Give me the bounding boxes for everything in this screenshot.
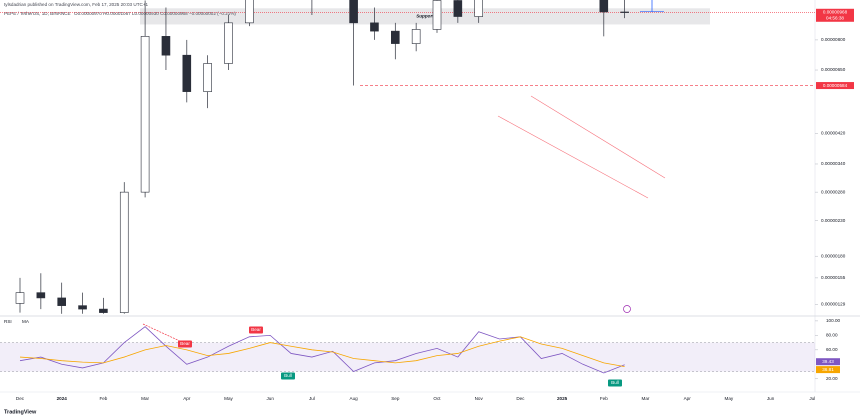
candle-body — [453, 0, 463, 17]
candle-body — [390, 30, 400, 44]
candle-body — [57, 297, 67, 306]
countdown: 04:56:38 — [826, 15, 844, 20]
x-tick-label: Apr — [684, 396, 692, 401]
x-tick-label: Apr — [183, 396, 191, 401]
candle-body — [432, 0, 442, 30]
signal-tag — [249, 326, 263, 334]
candle-body — [620, 11, 629, 13]
ohlc: O0.00000970 H0.00001067 L0.00000930 C0.0… — [74, 11, 236, 16]
y-tick-label: 0.00000129 — [821, 302, 846, 307]
candle-body — [119, 191, 129, 313]
x-tick-label: 2025 — [557, 396, 568, 401]
candle-body — [78, 305, 87, 310]
x-tick-label: May — [224, 396, 233, 401]
x-tick-label: Dec — [516, 396, 525, 401]
value-label: 39.43 — [822, 359, 834, 364]
y-tick-label: 80.00 — [826, 333, 838, 338]
y-tick-label: 0.00000180 — [821, 253, 846, 258]
price-tag — [816, 82, 854, 90]
channel-line — [530, 95, 666, 179]
rsi-band — [0, 342, 815, 372]
zone-label: Support — [416, 14, 434, 19]
y-tick-label: 0.00000800 — [821, 37, 846, 42]
x-tick-label: Mar — [642, 396, 650, 401]
candle-body — [245, 0, 254, 24]
candle-body — [370, 22, 379, 32]
candle-body — [182, 54, 192, 92]
author-line: tylsdadrian published on TradingView.com… — [4, 2, 149, 7]
candle-body — [36, 292, 46, 299]
x-tick-label: Jun — [767, 396, 775, 401]
candle-body — [224, 22, 233, 64]
rsi-line — [19, 326, 625, 374]
candle-body — [411, 29, 421, 44]
candle-body — [140, 36, 150, 193]
price-tag-label: 0.00000968 — [823, 9, 848, 14]
y-tick-label: 0.00000420 — [821, 131, 846, 136]
event-icon — [623, 305, 631, 313]
value-tag — [816, 366, 840, 374]
x-tick-label: Nov — [475, 396, 484, 401]
x-tick-label: Jul — [809, 396, 815, 401]
signal-label: Bull — [611, 380, 619, 385]
x-tick-label: Dec — [16, 396, 25, 401]
channel-line — [497, 115, 649, 199]
candle-body — [599, 0, 609, 13]
legend-entry: MA — [22, 319, 30, 324]
x-tick-label: Mar — [141, 396, 149, 401]
price-tag — [816, 8, 854, 22]
y-tick-label: 0.00000280 — [821, 189, 846, 194]
legend-entry: RSI — [4, 319, 12, 324]
candle-body — [474, 0, 484, 17]
divergence-line — [142, 323, 183, 343]
signal-tag — [178, 340, 192, 348]
signal-label: Bear — [251, 327, 261, 332]
y-tick-label: 20.00 — [826, 376, 838, 381]
y-tick-label: 60.00 — [826, 347, 838, 352]
x-tick-label: Feb — [600, 396, 608, 401]
signal-tag — [281, 372, 295, 380]
rsi-line — [19, 336, 625, 367]
x-tick-label: Feb — [99, 396, 107, 401]
x-tick-label: Jun — [266, 396, 274, 401]
footer-logo: TradingView — [4, 409, 37, 415]
candle-body — [203, 63, 212, 92]
x-tick-label: Aug — [350, 396, 359, 401]
y-tick-label: 0.00000340 — [821, 161, 846, 166]
price-tag-label: 0.00000584 — [823, 83, 848, 88]
x-tick-label: Sep — [391, 396, 400, 401]
signal-label: Bear — [180, 341, 190, 346]
x-tick-label: Jul — [309, 396, 315, 401]
candle-body — [161, 36, 171, 56]
candle-body — [99, 308, 108, 313]
x-tick-label: 2024 — [57, 396, 68, 401]
candle-body — [15, 292, 25, 304]
candle-body — [349, 0, 358, 24]
value-label: 36.81 — [822, 367, 834, 372]
y-tick-label: 0.00000155 — [821, 275, 846, 280]
y-tick-label: 0.00000230 — [821, 218, 846, 223]
signal-tag — [608, 379, 622, 387]
value-tag — [816, 358, 840, 366]
y-tick-label: 0.00000650 — [821, 67, 846, 72]
x-tick-label: May — [725, 396, 734, 401]
x-tick-label: Oct — [433, 396, 441, 401]
symbol: PEPE / TetherUS, 1D, BINANCE — [4, 11, 71, 16]
signal-label: Bull — [284, 373, 292, 378]
y-tick-label: 100.00 — [826, 318, 840, 323]
